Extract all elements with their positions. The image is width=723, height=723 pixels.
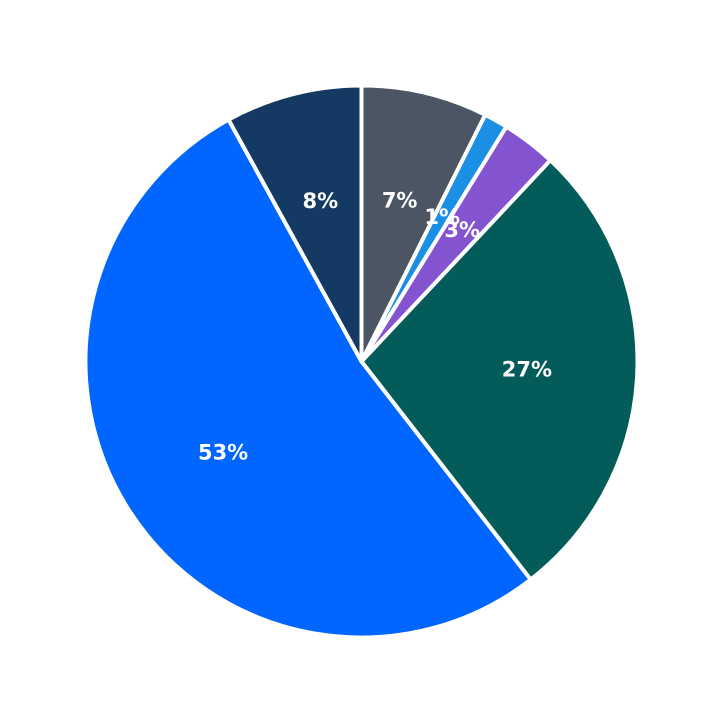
pie-slice-3 <box>359 158 640 582</box>
pie-slice-4 <box>83 117 533 640</box>
pie-slices <box>83 83 640 640</box>
pie-labels: 7%1%3% 27% 53% 8% <box>198 188 552 464</box>
pie-slice-0 <box>359 83 488 364</box>
pie-slice-label-2: 3% <box>444 218 480 242</box>
pie-slice-label-3: 27% <box>502 357 552 381</box>
pie-slice-label-1: 1% <box>424 205 460 229</box>
pie-slice-label-4: 53% <box>198 440 248 464</box>
pie-slice-label-5: 8% <box>302 189 338 213</box>
pie-slice-label-0: 7% <box>382 188 418 212</box>
pie-slice-5 <box>226 83 364 364</box>
